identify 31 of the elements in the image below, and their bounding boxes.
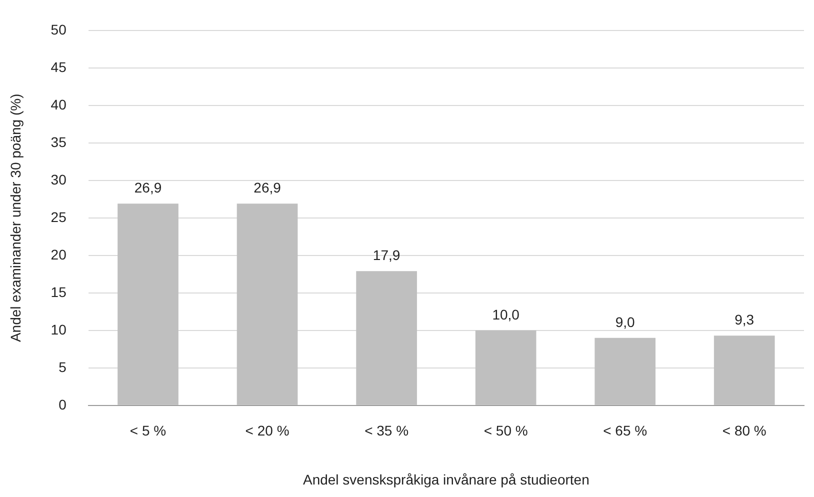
x-tick-label: < 80 % (722, 422, 766, 439)
data-label: 26,9 (134, 180, 162, 196)
x-axis-title: Andel svenskspråkiga invånare på studieorten (302, 471, 590, 488)
y-tick-label: 50 (50, 21, 67, 38)
y-tick-label: 35 (50, 134, 67, 150)
y-tick-label: 45 (50, 58, 67, 75)
y-tick-label: 10 (50, 321, 67, 338)
y-tick-label: 20 (50, 246, 67, 262)
x-tick-label: < 5 % (130, 422, 166, 439)
y-tick-label: 5 (58, 358, 67, 375)
y-tick-label: 40 (50, 96, 67, 112)
data-label: 10,0 (492, 306, 520, 322)
bar (356, 271, 417, 405)
x-tick-label: < 35 % (364, 422, 409, 439)
x-tick-label: < 65 % (603, 422, 648, 439)
bar (236, 204, 298, 405)
data-label: 9,3 (734, 312, 754, 328)
data-label: 17,9 (372, 247, 400, 264)
y-tick-label: 15 (50, 284, 67, 300)
data-label: 26,9 (254, 180, 282, 196)
bar (714, 336, 775, 405)
y-tick-label: 30 (50, 171, 67, 188)
y-tick-label: 0 (58, 396, 67, 412)
data-label: 9,0 (615, 314, 636, 330)
x-tick-label: < 20 % (245, 422, 290, 439)
y-axis-title: Andel examinander under 30 poäng (%) (7, 94, 24, 342)
bar (118, 204, 178, 405)
x-tick-label: < 50 % (484, 422, 528, 439)
bar (594, 338, 656, 405)
y-tick-label: 25 (50, 208, 67, 225)
bar (475, 330, 536, 405)
